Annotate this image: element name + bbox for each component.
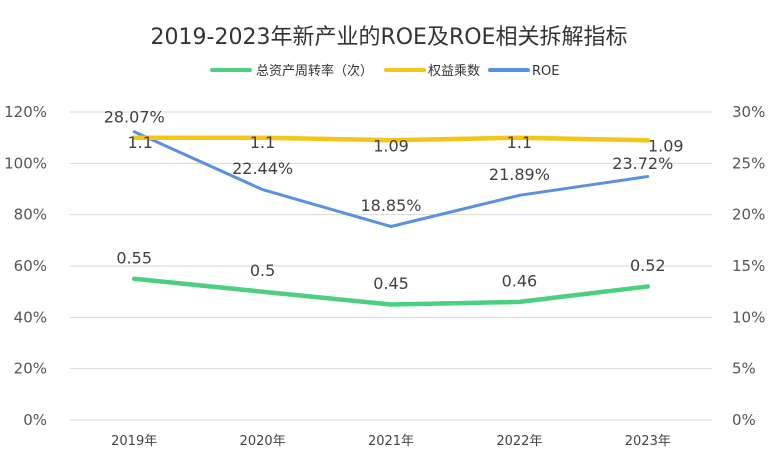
data-label: 1.09 bbox=[648, 137, 684, 156]
left-y-axis: 0% 20% 40% 60% 80% 100% 120% bbox=[4, 103, 47, 429]
data-label: 1.1 bbox=[127, 133, 152, 152]
right-tick-label: 30% bbox=[732, 103, 765, 121]
data-label: 0.5 bbox=[250, 261, 275, 280]
x-tick-label: 2020年 bbox=[240, 434, 286, 449]
right-tick-label: 20% bbox=[732, 206, 765, 224]
data-label: 22.44% bbox=[232, 159, 293, 178]
legend-label: ROE bbox=[532, 64, 559, 79]
left-tick-label: 120% bbox=[4, 103, 47, 121]
data-label: 18.85% bbox=[360, 196, 421, 215]
legend-item[interactable]: 总资产周转率（次） bbox=[210, 63, 373, 79]
data-label: 1.1 bbox=[250, 133, 275, 152]
x-tick-label: 2019年 bbox=[111, 434, 157, 449]
grid bbox=[70, 111, 712, 421]
x-tick-label: 2022年 bbox=[496, 434, 542, 449]
series bbox=[131, 130, 651, 307]
x-axis: 2019年 2020年 2021年 2022年 2023年 bbox=[111, 434, 671, 449]
data-label: 28.07% bbox=[104, 107, 165, 126]
legend: 总资产周转率（次） 权益乘数 ROE bbox=[210, 63, 559, 79]
right-tick-label: 5% bbox=[732, 360, 756, 378]
right-tick-label: 10% bbox=[732, 308, 765, 326]
data-label: 1.1 bbox=[507, 133, 532, 152]
right-y-axis: 0% 5% 10% 15% 20% 25% 30% bbox=[732, 103, 765, 429]
left-tick-label: 20% bbox=[14, 360, 47, 378]
x-tick-label: 2021年 bbox=[368, 434, 414, 449]
data-label: 21.89% bbox=[489, 165, 550, 184]
data-label: 1.09 bbox=[373, 137, 409, 156]
legend-item[interactable]: 权益乘数 bbox=[384, 63, 480, 79]
legend-label: 权益乘数 bbox=[428, 63, 480, 79]
left-tick-label: 60% bbox=[14, 257, 47, 275]
data-label: 0.55 bbox=[116, 248, 152, 267]
legend-label: 总资产周转率（次） bbox=[256, 63, 373, 79]
right-tick-label: 0% bbox=[732, 411, 756, 429]
right-tick-label: 15% bbox=[732, 257, 765, 275]
left-tick-label: 40% bbox=[14, 308, 47, 326]
series-line bbox=[131, 276, 651, 307]
legend-item[interactable]: ROE bbox=[488, 64, 559, 79]
left-tick-label: 0% bbox=[23, 411, 47, 429]
data-labels: 0.55 0.5 0.45 0.46 0.52 1.1 1.1 1.09 1.1 1.09 28.0… bbox=[104, 107, 684, 293]
data-label: 0.46 bbox=[502, 271, 538, 290]
data-label: 0.45 bbox=[373, 274, 409, 293]
right-tick-label: 25% bbox=[732, 154, 765, 172]
chart-title: 2019-2023年新产业的ROE及ROE相关拆解指标 bbox=[151, 25, 628, 50]
left-tick-label: 100% bbox=[4, 154, 47, 172]
x-tick-label: 2023年 bbox=[625, 434, 671, 449]
data-label: 23.72% bbox=[612, 154, 673, 173]
left-tick-label: 80% bbox=[14, 206, 47, 224]
data-label: 0.52 bbox=[630, 256, 666, 275]
series-line bbox=[132, 130, 650, 228]
series-line bbox=[131, 135, 651, 143]
